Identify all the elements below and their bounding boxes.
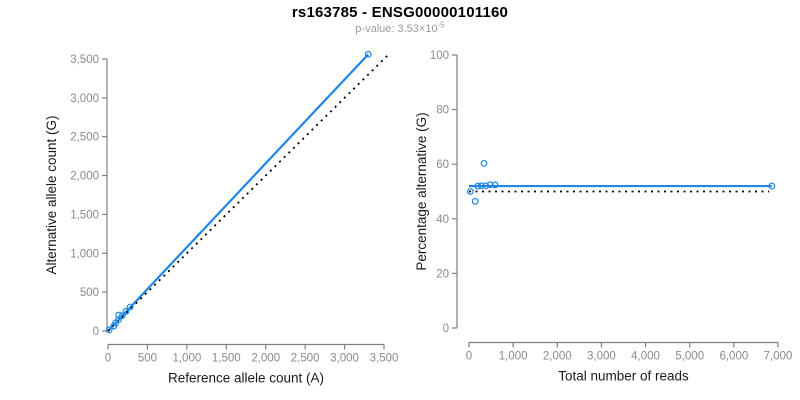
x-tick-label: 7,000 [764,351,793,363]
x-tick-label: 3,000 [330,353,359,365]
data-point [480,159,488,167]
x-tick-label: 1,500 [212,353,241,365]
y-tick-label: 500 [80,287,99,299]
x-tick-label: 3,000 [587,351,616,363]
data-point [482,182,490,190]
x-tick-label: 2,000 [251,353,280,365]
x-axis-label: Total number of reads [558,369,689,384]
data-point [471,197,479,205]
x-tick-label: 1,000 [499,351,528,363]
y-tick-label: 3,000 [70,93,99,105]
data-point [466,188,474,195]
x-axis-label: Reference allele count (A) [168,371,324,386]
figure-title: rs163785 - ENSG00000101160 [291,4,509,21]
y-tick-label: 20 [436,268,449,280]
x-tick-label: 2,500 [291,353,320,365]
x-tick-label: 0 [466,351,472,363]
y-tick-label: 60 [436,159,449,171]
y-tick-label: 80 [436,105,449,117]
data-point [115,316,122,324]
plot-panel: 0 500 1,000 1,500 2,000 2,500 3,000 3,500 0 500 1,… [44,50,399,386]
y-tick-label: 100 [430,50,449,62]
x-tick-label: 1,000 [172,353,201,365]
x-tick-label: 5,000 [675,351,704,363]
y-tick-label: 1,000 [70,248,99,260]
data-point [474,182,482,190]
y-tick-label: 2,500 [70,132,99,144]
x-tick-label: 500 [138,353,157,365]
y-axis-label: Percentage alternative (G) [414,112,429,270]
y-tick-label: 40 [436,214,449,226]
data-point [477,182,485,190]
y-tick-label: 3,500 [70,54,99,66]
data-point [486,181,494,189]
data-point [122,308,130,315]
x-tick-label: 4,000 [631,351,660,363]
y-tick-label: 0 [93,326,99,338]
data-point [118,312,126,320]
data-point [768,182,776,190]
x-tick-label: 0 [105,353,111,365]
data-point [364,50,372,58]
data-point [105,326,113,334]
y-tick-label: 2,000 [70,171,99,183]
data-point [115,311,123,319]
pvalue-text: p-value: 3.53×10 [355,23,438,35]
y-axis-label: Alternative allele count (G) [44,115,59,274]
figure-subtitle: p-value: 3.53×10-5 [0,20,800,35]
data-point [491,181,499,189]
x-tick-label: 2,000 [543,351,572,363]
fit-line [107,53,370,332]
y-tick-label: 0 [443,323,449,335]
figure-header: rs163785 - ENSG00000101160 p-value: 3.53… [0,4,800,35]
x-tick-label: 6,000 [719,351,748,363]
data-point [126,303,134,311]
plot-panel: 0 20 40 60 80 100 0 1,000 2,000 3,000 4,000 5,000 6,… [414,50,792,384]
pvalue-exponent: -5 [437,20,445,30]
x-tick-label: 3,500 [370,353,399,365]
y-tick-label: 1,500 [70,209,99,221]
identity-line [107,54,389,332]
